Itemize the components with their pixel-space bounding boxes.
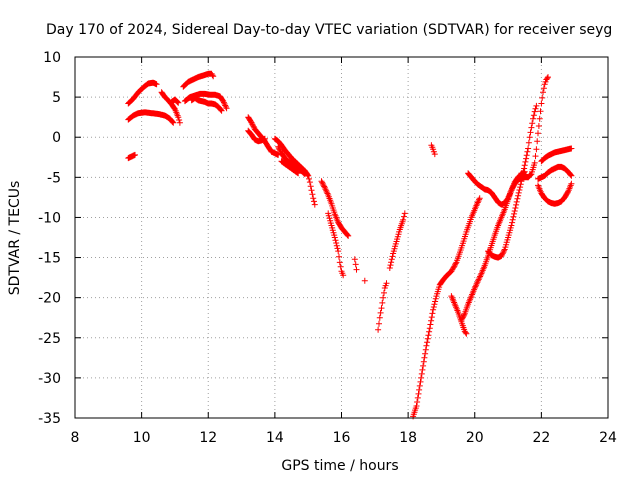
- series-markers: [518, 74, 551, 181]
- series-markers: [351, 256, 360, 273]
- series-track-ac: [538, 145, 575, 165]
- series-track-n: [318, 178, 352, 239]
- y-tick-label: -20: [38, 291, 61, 307]
- series-markers: [535, 180, 575, 207]
- x-tick-label: 22: [532, 430, 550, 446]
- x-axis-label: GPS time / hours: [281, 458, 398, 474]
- series-track-y: [485, 102, 540, 261]
- series-markers: [410, 195, 483, 420]
- series-markers: [188, 94, 225, 114]
- series-track-z: [518, 74, 551, 181]
- x-tick-label: 18: [399, 430, 417, 446]
- y-tick-label: -5: [47, 170, 61, 186]
- y-tick-label: 10: [43, 50, 61, 66]
- series-markers: [361, 277, 368, 284]
- y-axis-label: SDTVAR / TECUs: [7, 181, 23, 296]
- series-track-aa: [535, 180, 575, 207]
- series-markers: [538, 145, 575, 165]
- y-tick-label: -30: [38, 371, 61, 387]
- grid-lines: [75, 57, 608, 418]
- series-track-r: [375, 280, 390, 333]
- series-markers: [535, 163, 575, 182]
- y-tick-label: -25: [38, 331, 61, 347]
- series-markers: [125, 79, 160, 107]
- axis-ticks: 8 10 12 14 16 18 20 22 24 -35 -30 -25 -20 -15 -10 -5 0 5 1…: [38, 50, 617, 446]
- series-track-q: [361, 277, 368, 284]
- series-markers: [325, 210, 347, 279]
- y-tick-label: 0: [52, 130, 61, 146]
- chart-title: Day 170 of 2024, Sidereal Day-to-day VTE…: [46, 22, 612, 38]
- y-tick-label: -10: [38, 210, 61, 226]
- series-markers: [375, 280, 390, 333]
- y-tick-label: -35: [38, 411, 61, 427]
- series-markers: [180, 70, 217, 90]
- series-markers: [318, 178, 352, 239]
- series-track-e: [168, 96, 182, 106]
- x-tick-label: 12: [199, 430, 217, 446]
- y-tick-label: -15: [38, 251, 61, 267]
- series-track-h: [188, 94, 225, 114]
- x-tick-label: 8: [71, 430, 80, 446]
- series-markers: [428, 142, 438, 158]
- series-track-s: [386, 210, 408, 271]
- series-markers: [125, 109, 177, 126]
- series-markers: [386, 210, 408, 271]
- series-markers: [245, 127, 268, 145]
- series-track-p: [351, 256, 360, 273]
- series-track-t: [410, 195, 483, 420]
- series-track-f: [180, 70, 217, 90]
- series-track-ab: [535, 163, 575, 182]
- x-tick-label: 10: [133, 430, 151, 446]
- series-markers: [485, 102, 540, 261]
- series-markers: [278, 158, 302, 177]
- x-tick-label: 24: [599, 430, 617, 446]
- series-track-b: [125, 109, 177, 126]
- series-markers: [168, 96, 182, 106]
- series-track-a: [125, 79, 160, 107]
- series-track-u: [428, 142, 438, 158]
- series-track-m: [278, 158, 302, 177]
- series-track-o: [325, 210, 347, 279]
- y-tick-label: 5: [52, 90, 61, 106]
- series-track-k: [271, 135, 318, 208]
- x-tick-label: 16: [333, 430, 351, 446]
- series-track-c: [125, 151, 138, 162]
- x-tick-label: 20: [466, 430, 484, 446]
- data-series: [125, 70, 575, 420]
- x-tick-label: 14: [266, 430, 284, 446]
- series-markers: [125, 151, 138, 162]
- series-markers: [275, 143, 308, 178]
- series-markers: [271, 135, 318, 208]
- series-track-l: [275, 143, 308, 178]
- series-track-j: [245, 127, 268, 145]
